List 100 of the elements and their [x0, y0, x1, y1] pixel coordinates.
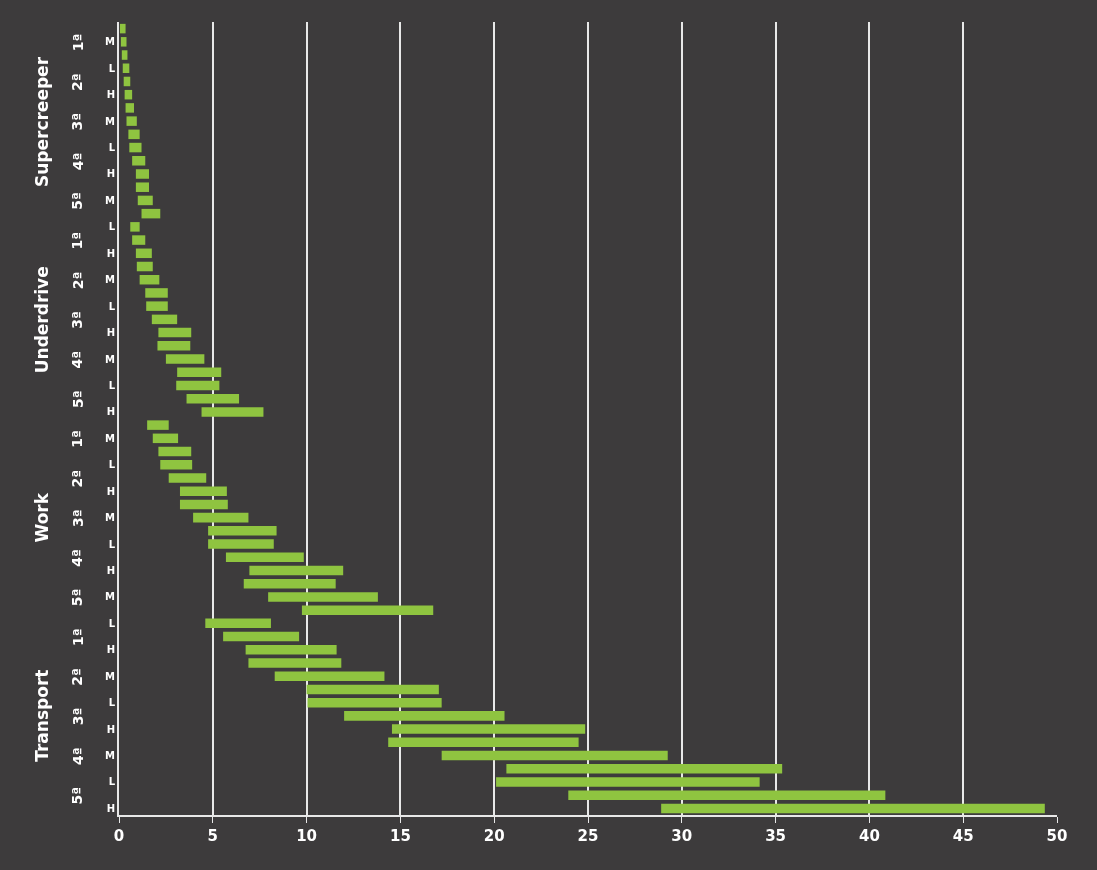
text: 3ª — [69, 311, 86, 329]
text: Underdrive — [31, 266, 52, 374]
y-tick-label: L — [108, 776, 116, 788]
bar — [223, 631, 300, 642]
bar — [121, 50, 128, 60]
bar — [165, 354, 205, 364]
bar — [146, 301, 168, 311]
x-tick-label: 5 — [207, 827, 219, 845]
bar — [205, 618, 271, 629]
text: 3ª — [69, 112, 86, 131]
bar — [135, 169, 150, 179]
bar — [157, 341, 191, 351]
y-tick-label: L — [108, 142, 116, 154]
bar — [132, 156, 146, 166]
y-tick-label: M — [105, 591, 116, 603]
y-tick-label: H — [106, 406, 115, 418]
bar — [120, 37, 127, 47]
bar — [151, 314, 178, 325]
x-tick-label: 0 — [113, 827, 125, 845]
x-tick-label: 15 — [389, 827, 411, 845]
y-tick-label: L — [108, 379, 116, 391]
y-tick-label: M — [105, 670, 116, 682]
text: 4ª — [69, 152, 86, 171]
x-tick-label: 40 — [858, 827, 880, 845]
y-tick-label: L — [108, 697, 116, 709]
bar — [225, 552, 304, 563]
bar — [177, 367, 222, 377]
y-tick-label: H — [106, 564, 115, 576]
bar — [147, 420, 169, 430]
y-tick-label: L — [108, 538, 116, 550]
y-tick-label: L — [108, 617, 116, 629]
bar — [168, 473, 207, 483]
text: 2ª — [69, 469, 86, 488]
x-tick-label: 35 — [765, 827, 787, 845]
bar — [135, 182, 150, 192]
bar — [306, 684, 439, 695]
y-tick-label: L — [108, 459, 116, 471]
bar — [128, 129, 140, 140]
x-tick-label: 20 — [483, 827, 505, 845]
bar — [176, 380, 220, 391]
bar — [301, 605, 434, 615]
bar — [137, 195, 153, 206]
bar — [568, 790, 886, 800]
y-tick-label: H — [106, 485, 115, 497]
y-tick-label: H — [106, 327, 115, 339]
y-tick-label: M — [105, 194, 116, 206]
y-tick-label: H — [106, 802, 115, 814]
bar — [388, 737, 579, 748]
bar — [208, 539, 274, 549]
bar — [344, 711, 505, 721]
text: 2ª — [69, 271, 86, 290]
bar — [391, 724, 586, 734]
x-tick-label: 50 — [1046, 827, 1068, 845]
x-tick-label: 10 — [296, 827, 318, 845]
bar — [139, 274, 160, 285]
y-tick-label: M — [105, 274, 116, 286]
bar — [132, 235, 146, 245]
text: 5ª — [69, 786, 86, 805]
bar — [307, 697, 442, 708]
y-tick-label: H — [106, 168, 115, 180]
text: 2ª — [69, 668, 86, 686]
bar — [152, 433, 179, 444]
y-tick-label: M — [105, 115, 116, 127]
text: 5ª — [69, 390, 86, 409]
y-tick-label: M — [105, 750, 116, 762]
bar — [160, 460, 193, 470]
y-tick-label: H — [106, 723, 115, 735]
text: Transport — [32, 669, 53, 762]
y-tick-label: M — [105, 36, 116, 48]
y-tick-label: L — [108, 221, 116, 233]
bar — [201, 407, 264, 417]
y-tick-label: M — [105, 432, 116, 444]
bar — [243, 578, 336, 589]
bar — [141, 208, 161, 219]
bar — [179, 499, 228, 510]
text: Work — [32, 492, 53, 543]
y-tick-label: M — [105, 353, 116, 365]
text: 4ª — [69, 350, 86, 369]
bar — [129, 142, 142, 153]
bar — [145, 288, 168, 298]
bar — [193, 512, 249, 523]
text: 1ª — [69, 628, 86, 646]
bar — [268, 592, 378, 602]
bar — [158, 446, 192, 457]
text: 4ª — [69, 747, 86, 765]
bar — [661, 803, 1045, 814]
y-tick-label: H — [106, 89, 115, 101]
text: 5ª — [68, 192, 85, 210]
bar — [179, 486, 227, 496]
bar — [245, 645, 337, 655]
y-tick-label: L — [108, 62, 116, 74]
text: 3ª — [69, 707, 86, 726]
text: 3ª — [69, 509, 86, 528]
bar — [506, 763, 783, 774]
y-tick-label: H — [106, 644, 115, 656]
bar — [274, 671, 385, 681]
bar — [208, 526, 277, 536]
y-tick-label: M — [105, 512, 116, 524]
bar — [125, 103, 135, 113]
y-tick-label: H — [106, 247, 115, 259]
